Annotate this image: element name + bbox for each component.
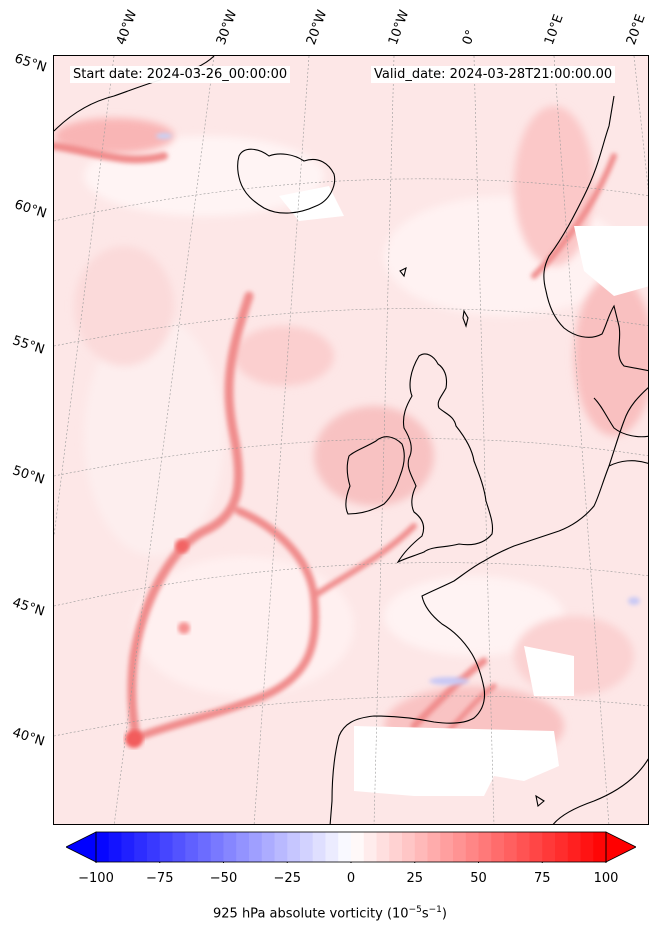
colorbar-cells bbox=[96, 832, 607, 862]
colorbar-cell bbox=[465, 832, 479, 862]
graticule bbox=[54, 56, 648, 824]
colorbar-cell bbox=[312, 832, 326, 862]
colorbar-tick-label: −75 bbox=[146, 871, 174, 886]
lat-label-45n: 45°N bbox=[10, 595, 47, 620]
colorbar-cell bbox=[210, 832, 224, 862]
colorbar-label: 925 hPa absolute vorticity (10−5s−1) bbox=[213, 905, 447, 922]
colorbar-cell bbox=[172, 832, 186, 862]
colorbar-tick-label: −100 bbox=[78, 871, 114, 886]
colorbar-cell bbox=[593, 832, 607, 862]
colorbar-cell bbox=[427, 832, 441, 862]
colorbar-cell bbox=[555, 832, 569, 862]
lon-label-10w: 10°W bbox=[385, 8, 413, 47]
colorbar-cell bbox=[300, 832, 314, 862]
map-panel bbox=[53, 55, 649, 825]
colorbar-tick-label: 75 bbox=[533, 871, 551, 886]
colorbar-cell bbox=[491, 832, 505, 862]
colorbar-cell bbox=[351, 832, 365, 862]
colorbar-extend-min bbox=[66, 831, 97, 863]
colorbar-cell bbox=[580, 832, 594, 862]
colorbar-cell bbox=[236, 832, 250, 862]
colorbar-extend-max bbox=[605, 831, 636, 863]
colorbar-cell bbox=[542, 832, 556, 862]
valid-date-label: Valid_date: 2024-03-28T21:00:00.00 bbox=[371, 66, 616, 83]
coast-europe bbox=[329, 387, 648, 824]
colorbar-tickmarks bbox=[95, 862, 607, 863]
colorbar-cell bbox=[567, 832, 581, 862]
lon-label-40w: 40°W bbox=[113, 8, 141, 47]
coast-great-britain bbox=[396, 353, 494, 564]
vorticity-maxima bbox=[125, 539, 190, 748]
colorbar-cell bbox=[108, 832, 122, 862]
vorticity-map bbox=[54, 56, 648, 824]
colorbar-cell bbox=[338, 832, 352, 862]
colorbar-cell bbox=[402, 832, 416, 862]
lat-label-50n: 50°N bbox=[10, 463, 47, 488]
colorbar-cell bbox=[376, 832, 390, 862]
colorbar-cell bbox=[198, 832, 212, 862]
lat-label-55n: 55°N bbox=[10, 333, 47, 358]
colorbar-cell bbox=[134, 832, 148, 862]
lat-label-65n: 65°N bbox=[12, 51, 49, 76]
colorbar-cell bbox=[363, 832, 377, 862]
negative-vorticity-specks bbox=[156, 133, 640, 685]
colorbar-cell bbox=[414, 832, 428, 862]
colorbar-tick-label: −25 bbox=[273, 871, 301, 886]
colorbar-cell bbox=[159, 832, 173, 862]
colorbar-cell bbox=[261, 832, 275, 862]
colorbar-tick-label: 100 bbox=[593, 871, 619, 886]
colorbar-tick-label: 25 bbox=[406, 871, 424, 886]
masked-land-patches bbox=[279, 186, 648, 796]
colorbar-tick-label: −50 bbox=[209, 871, 238, 886]
coastlines bbox=[54, 56, 648, 824]
lat-label-60n: 60°N bbox=[12, 197, 49, 222]
high-vorticity-regions bbox=[54, 106, 648, 766]
colorbar bbox=[66, 831, 636, 863]
colorbar-cell bbox=[440, 832, 454, 862]
lon-label-20e: 20°E bbox=[623, 12, 649, 48]
coast-iceland bbox=[237, 148, 336, 214]
colorbar-cell bbox=[389, 832, 403, 862]
colorbar-cell bbox=[223, 832, 237, 862]
coast-ireland bbox=[345, 436, 405, 515]
coast-mediterranean bbox=[552, 758, 648, 824]
colorbar-cell bbox=[453, 832, 467, 862]
colorbar-tick-label: 50 bbox=[470, 871, 487, 886]
lon-label-10e: 10°E bbox=[541, 12, 567, 48]
lon-label-0: 0° bbox=[459, 27, 480, 47]
colorbar-cell bbox=[478, 832, 492, 862]
lat-label-40n: 40°N bbox=[10, 725, 47, 750]
colorbar-cell bbox=[96, 832, 110, 862]
coast-norway bbox=[543, 95, 648, 372]
colorbar-cell bbox=[516, 832, 530, 862]
colorbar-tick-label: 0 bbox=[346, 871, 356, 886]
colorbar-cell bbox=[287, 832, 301, 862]
colorbar-cell bbox=[504, 832, 518, 862]
colorbar-cell bbox=[325, 832, 339, 862]
colorbar-cell bbox=[147, 832, 161, 862]
colorbar-cell bbox=[121, 832, 135, 862]
colorbar-cell bbox=[249, 832, 263, 862]
lon-label-20w: 20°W bbox=[303, 8, 331, 47]
lon-label-30w: 30°W bbox=[213, 8, 241, 47]
colorbar-cell bbox=[274, 832, 288, 862]
colorbar-cell bbox=[185, 832, 199, 862]
start-date-label: Start date: 2024-03-26_00:00:00 bbox=[70, 66, 291, 83]
colorbar-cell bbox=[529, 832, 543, 862]
